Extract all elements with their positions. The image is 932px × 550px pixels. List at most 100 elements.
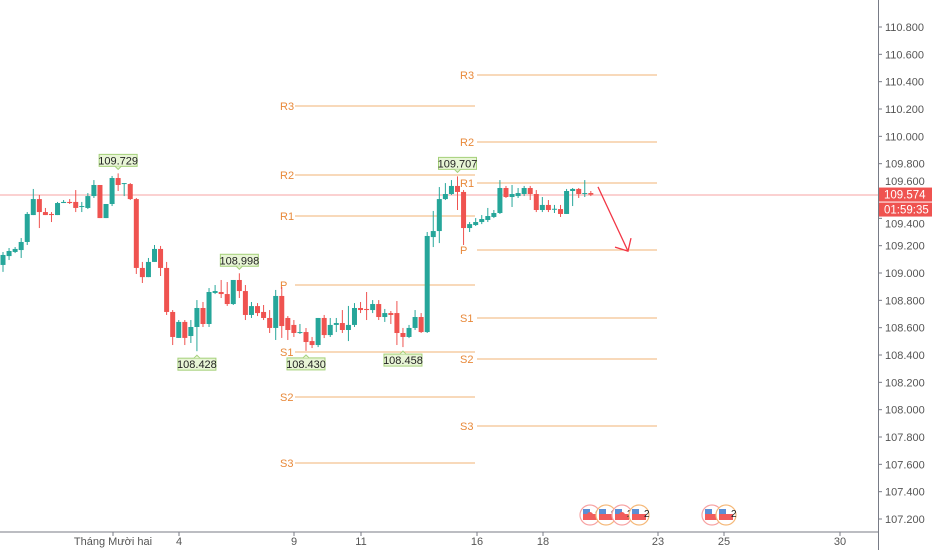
event-dot-icon bbox=[619, 512, 625, 518]
candle bbox=[152, 244, 157, 262]
time-tick-label: 11 bbox=[355, 536, 366, 548]
candle bbox=[503, 185, 509, 198]
pivot-label-s1: S1 bbox=[460, 313, 473, 325]
candle bbox=[242, 285, 248, 321]
candle-body bbox=[545, 204, 551, 211]
candle bbox=[436, 187, 442, 244]
candle bbox=[424, 232, 430, 334]
candle-body bbox=[0, 254, 6, 265]
bar-countdown: 01:59:35 bbox=[884, 205, 929, 217]
price-label-text: 109.729 bbox=[98, 155, 138, 167]
candle-body bbox=[127, 184, 133, 200]
candle-body bbox=[182, 321, 188, 338]
candle-body bbox=[242, 291, 248, 315]
candle bbox=[73, 190, 79, 213]
candle bbox=[103, 203, 109, 219]
high-low-labels: 109.729 108.428 108.998 108.430 108.458 109.7… bbox=[98, 153, 477, 371]
price-low-label: 108.428 bbox=[177, 354, 217, 371]
price-axis[interactable]: 110.800 110.600 110.400 110.200 110.000 109.8… bbox=[878, 22, 925, 526]
candle bbox=[461, 190, 467, 245]
candle-body bbox=[194, 307, 200, 327]
price-tick-label: 108.000 bbox=[885, 405, 925, 417]
candle-body bbox=[388, 313, 394, 315]
candle-body bbox=[48, 213, 54, 216]
candle bbox=[121, 183, 127, 197]
candle bbox=[491, 210, 497, 219]
event-marker[interactable]: 2 bbox=[628, 504, 650, 526]
pivot-label-s3: S3 bbox=[280, 458, 293, 470]
candle-body bbox=[261, 311, 267, 318]
candle-body bbox=[79, 206, 85, 208]
candle-body bbox=[36, 199, 42, 213]
candle bbox=[127, 183, 133, 201]
price-low-label: 108.458 bbox=[383, 350, 423, 367]
candle-body bbox=[588, 193, 594, 195]
price-tick-label: 109.000 bbox=[885, 268, 925, 280]
candle-body bbox=[364, 308, 370, 311]
event-dot-icon bbox=[587, 512, 593, 518]
candle bbox=[285, 316, 291, 340]
candle-body bbox=[273, 295, 279, 328]
candle-body bbox=[497, 187, 503, 214]
price-low-label: 108.430 bbox=[286, 354, 326, 371]
candle-body bbox=[115, 178, 121, 185]
candle-body bbox=[121, 183, 127, 185]
candle-body bbox=[218, 292, 224, 295]
pivot-label-p: P bbox=[460, 245, 467, 257]
candle bbox=[133, 197, 139, 274]
candle-body bbox=[539, 204, 545, 211]
candle bbox=[164, 261, 170, 315]
event-marker[interactable]: 2 bbox=[715, 504, 737, 526]
candle bbox=[30, 188, 36, 216]
pivot-label-r3: R3 bbox=[460, 70, 474, 82]
candle bbox=[364, 292, 370, 321]
candle bbox=[255, 303, 261, 317]
candle-body bbox=[103, 203, 109, 219]
candle bbox=[339, 310, 345, 334]
candle-body bbox=[109, 178, 115, 204]
price-tick-label: 110.200 bbox=[885, 104, 924, 116]
candle-body bbox=[139, 267, 145, 278]
candle bbox=[351, 303, 357, 327]
candle-body bbox=[6, 251, 12, 257]
candle-body bbox=[73, 201, 79, 208]
candle bbox=[533, 190, 539, 213]
candle-body bbox=[158, 248, 164, 268]
candle bbox=[576, 187, 582, 198]
price-tick-label: 110.000 bbox=[885, 131, 924, 143]
time-axis[interactable]: Tháng Mười hai 4 9 11 16 18 23 25 30 bbox=[74, 532, 846, 548]
candle bbox=[206, 288, 212, 327]
arrow-shaft[interactable] bbox=[597, 186, 629, 252]
candle bbox=[382, 308, 388, 322]
candle-body bbox=[170, 311, 176, 337]
candle bbox=[442, 183, 448, 201]
event-count: 2 bbox=[644, 509, 650, 520]
price-tick-label: 107.600 bbox=[885, 459, 925, 471]
pivot-label-r3: R3 bbox=[280, 101, 294, 113]
candle bbox=[570, 187, 576, 207]
candle bbox=[406, 324, 412, 339]
candle bbox=[139, 261, 145, 283]
candle bbox=[0, 251, 6, 272]
economic-events[interactable]: 692222 bbox=[579, 504, 737, 526]
price-tick-label: 107.800 bbox=[885, 432, 925, 444]
candle bbox=[539, 197, 545, 213]
pivot-label-s3: S3 bbox=[460, 421, 473, 433]
candle-body bbox=[285, 317, 291, 330]
candle-body bbox=[521, 187, 527, 195]
candle bbox=[545, 200, 551, 213]
candle-body bbox=[297, 332, 303, 334]
pivot-label-r2: R2 bbox=[460, 137, 474, 149]
price-label-text: 108.458 bbox=[383, 355, 423, 367]
candle-body bbox=[485, 216, 491, 220]
candle-body bbox=[351, 307, 357, 325]
candle bbox=[194, 300, 200, 352]
candle-body bbox=[309, 341, 315, 346]
candle bbox=[212, 285, 218, 295]
candle bbox=[309, 336, 315, 349]
projection-arrow[interactable] bbox=[597, 186, 632, 252]
candle-body bbox=[291, 324, 297, 334]
candle bbox=[97, 184, 103, 219]
time-tick-label: 9 bbox=[291, 536, 297, 548]
